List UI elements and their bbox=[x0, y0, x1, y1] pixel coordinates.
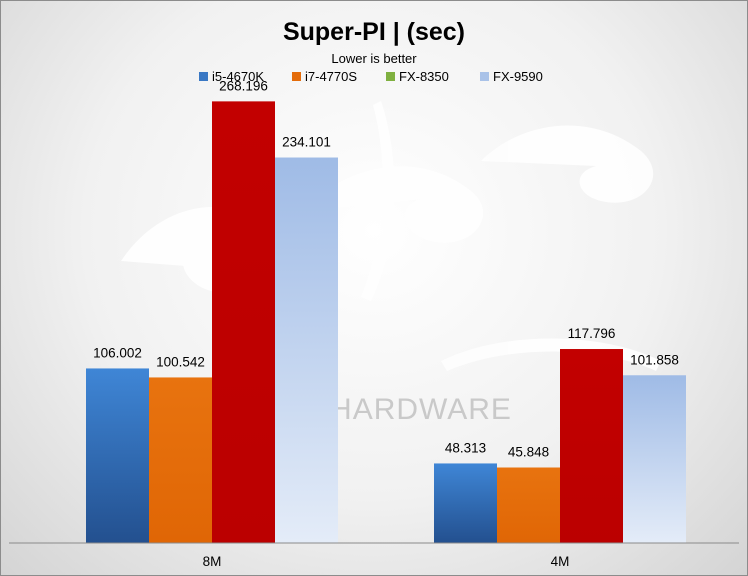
bar-i7-4770s-8m bbox=[149, 377, 212, 543]
bar-fx-9590-4m bbox=[623, 375, 686, 543]
legend-item-i7-4770s: i7-4770S bbox=[292, 69, 357, 84]
bar-fx-9590-8m bbox=[275, 157, 338, 544]
x-tick-label-8m: 8M bbox=[203, 554, 222, 569]
legend-label: i7-4770S bbox=[305, 69, 357, 84]
chart-subtitle: Lower is better bbox=[331, 51, 417, 66]
bar-i5-4670k-4m bbox=[434, 463, 497, 543]
x-tick-label-4m: 4M bbox=[551, 554, 570, 569]
data-label-fx-9590-8m: 234.101 bbox=[282, 135, 331, 150]
legend-label: FX-9590 bbox=[493, 69, 543, 84]
data-label-i5-4670k-8m: 106.002 bbox=[93, 345, 142, 360]
legend-item-i5-4670k: i5-4670K bbox=[199, 69, 264, 84]
data-label-fx-8350-4m: 117.796 bbox=[568, 326, 616, 341]
legend-label: FX-8350 bbox=[399, 69, 449, 84]
bars-group bbox=[86, 101, 686, 544]
legend-label: i5-4670K bbox=[212, 69, 264, 84]
chart-title: Super-PI | (sec) bbox=[283, 18, 465, 46]
category-labels-group: 8M 4M bbox=[203, 554, 570, 569]
data-label-i7-4770s-8m: 100.542 bbox=[156, 354, 205, 369]
bar-i5-4670k-8m bbox=[86, 368, 149, 543]
data-label-i7-4770s-4m: 45.848 bbox=[508, 445, 549, 460]
data-label-fx-8350-8m: 268.196 bbox=[219, 78, 268, 93]
legend: i5-4670K i7-4770S FX-8350 FX-9590 bbox=[199, 69, 543, 84]
legend-swatch bbox=[480, 72, 489, 81]
legend-swatch bbox=[199, 72, 208, 81]
legend-item-fx-9590: FX-9590 bbox=[480, 69, 543, 84]
bar-fx-8350-8m bbox=[212, 101, 275, 543]
bar-fx-8350-4m bbox=[560, 349, 623, 543]
data-label-fx-9590-4m: 101.858 bbox=[630, 352, 679, 367]
data-label-i5-4670k-4m: 48.313 bbox=[445, 440, 486, 455]
legend-swatch bbox=[386, 72, 395, 81]
watermark-text: HARDWARE bbox=[330, 393, 512, 426]
data-labels-group: 106.002 100.542 268.196 234.101 48.313 45.848… bbox=[93, 78, 679, 459]
bar-i7-4770s-4m bbox=[497, 467, 560, 543]
legend-swatch bbox=[292, 72, 301, 81]
legend-item-fx-8350: FX-8350 bbox=[386, 69, 449, 84]
